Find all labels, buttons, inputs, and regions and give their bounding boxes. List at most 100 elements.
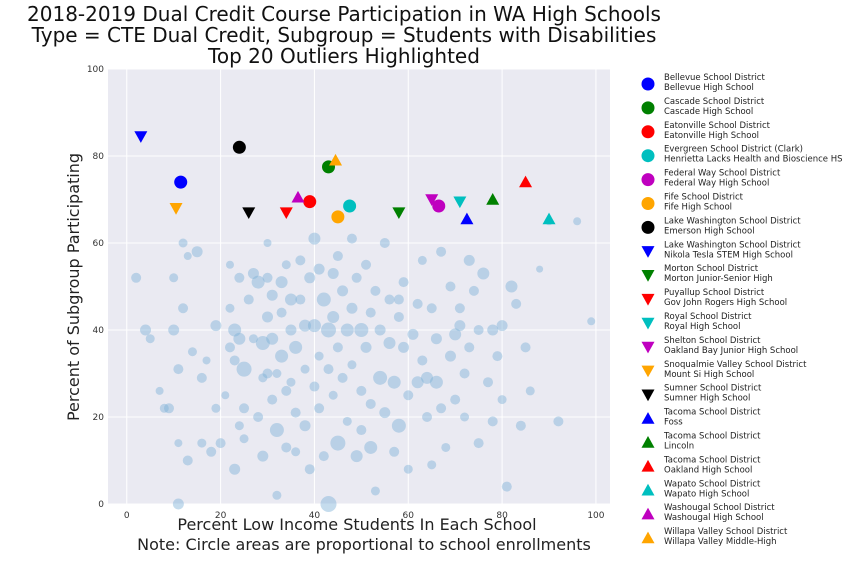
background-point xyxy=(178,303,189,314)
legend-marker xyxy=(641,101,655,115)
legend-label-school: Foss xyxy=(664,418,683,428)
background-point xyxy=(197,438,207,448)
background-point xyxy=(173,364,184,375)
background-point xyxy=(536,265,544,273)
background-point xyxy=(393,294,404,305)
background-point xyxy=(483,377,494,388)
background-point xyxy=(263,239,272,247)
background-point xyxy=(314,351,324,361)
background-point xyxy=(239,403,250,414)
background-point xyxy=(342,416,352,426)
background-point xyxy=(496,320,508,332)
background-point xyxy=(221,391,230,400)
background-point xyxy=(284,293,297,306)
legend-label-school: Emerson High School xyxy=(664,226,755,236)
background-point xyxy=(131,272,142,283)
background-point xyxy=(257,450,269,462)
outlier-marker xyxy=(453,196,467,209)
background-point xyxy=(304,464,315,475)
background-point xyxy=(407,328,419,340)
x-tick-label: 60 xyxy=(403,511,415,521)
legend-label-district: Cascade School District xyxy=(664,97,765,107)
background-point xyxy=(520,342,531,353)
background-point xyxy=(262,311,274,323)
background-point xyxy=(145,334,155,344)
outlier-marker xyxy=(329,153,343,166)
legend-label-district: Bellevue School District xyxy=(664,73,765,83)
outlier-marker xyxy=(343,199,357,213)
outlier-marker xyxy=(134,131,148,143)
background-point xyxy=(281,260,291,270)
outlier-marker xyxy=(425,194,439,206)
background-point xyxy=(436,246,447,257)
legend-label-school: Willapa Valley Middle-High xyxy=(664,537,777,547)
background-point xyxy=(473,325,484,335)
background-point xyxy=(477,267,490,280)
background-point xyxy=(422,412,433,422)
x-tick-label: 100 xyxy=(587,511,604,521)
outlier-markers xyxy=(134,131,556,225)
legend-label-district: Willapa Valley School District xyxy=(664,527,788,537)
background-point xyxy=(403,390,414,401)
background-point xyxy=(421,371,434,384)
background-point xyxy=(266,332,279,345)
background-point xyxy=(229,463,241,475)
background-point xyxy=(464,342,475,353)
background-point xyxy=(308,232,321,245)
background-point xyxy=(327,267,339,279)
background-point xyxy=(393,311,404,322)
background-point xyxy=(262,368,273,379)
legend-marker xyxy=(641,483,655,496)
background-point xyxy=(224,342,235,353)
background-point xyxy=(525,386,535,396)
background-point xyxy=(163,403,174,414)
background-point xyxy=(321,322,337,338)
background-point xyxy=(356,385,367,396)
y-tick-label: 0 xyxy=(98,500,104,510)
outlier-marker xyxy=(392,207,406,220)
background-point xyxy=(365,307,376,318)
background-point xyxy=(426,303,437,314)
title-line-2: Type = CTE Dual Credit, Subgroup = Stude… xyxy=(31,23,657,47)
outlier-marker xyxy=(169,203,183,215)
background-point xyxy=(228,323,242,337)
background-point xyxy=(370,486,380,496)
background-point xyxy=(379,407,391,419)
legend-label-district: Puyallup School District xyxy=(664,288,765,298)
background-point xyxy=(267,394,278,405)
legend-label-school: Henrietta Lacks Health and Bioscience HS xyxy=(664,155,843,165)
background-point xyxy=(427,460,437,470)
background-point xyxy=(290,407,301,418)
legend-label-district: Evergreen School District (Clark) xyxy=(664,145,803,155)
legend-label-district: Tacoma School District xyxy=(663,432,761,442)
legend-label-district: Fife School District xyxy=(664,193,744,203)
background-point xyxy=(187,347,197,357)
legend-label-school: Federal Way High School xyxy=(664,179,769,189)
background-points xyxy=(131,217,596,512)
legend-marker xyxy=(641,77,655,91)
background-point xyxy=(215,438,226,449)
y-tick-label: 40 xyxy=(93,326,105,336)
background-point xyxy=(266,289,278,301)
legend-marker xyxy=(641,246,655,258)
background-point xyxy=(234,421,244,431)
outlier-marker xyxy=(331,210,345,224)
background-point xyxy=(587,317,596,326)
background-point xyxy=(463,254,475,266)
legend-label-district: Washougal School District xyxy=(664,503,775,513)
background-point xyxy=(429,375,443,389)
background-point xyxy=(178,238,188,248)
background-point xyxy=(255,336,270,351)
background-point xyxy=(398,277,409,288)
background-point xyxy=(313,263,325,275)
background-point xyxy=(492,351,503,362)
legend-label-district: Eatonville School District xyxy=(664,121,771,131)
background-point xyxy=(327,310,340,323)
plot-area xyxy=(108,69,610,504)
outlier-marker xyxy=(232,140,246,154)
background-point xyxy=(450,394,461,405)
background-point xyxy=(234,272,245,283)
outlier-marker xyxy=(279,207,293,220)
background-point xyxy=(501,481,512,492)
